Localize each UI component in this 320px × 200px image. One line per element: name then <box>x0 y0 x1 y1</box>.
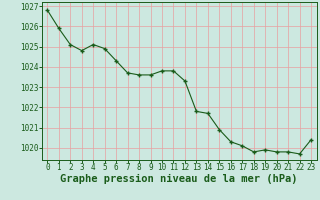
X-axis label: Graphe pression niveau de la mer (hPa): Graphe pression niveau de la mer (hPa) <box>60 174 298 184</box>
